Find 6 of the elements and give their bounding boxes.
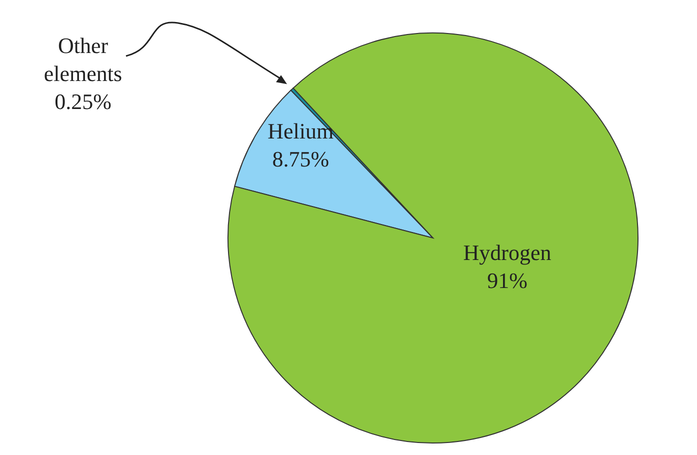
slice-label: Helium <box>268 118 334 144</box>
data-label: 0.25% <box>54 89 112 114</box>
data-label: 91% <box>487 268 528 294</box>
data-label: 8.75% <box>272 146 330 172</box>
slice-label: Other elements <box>44 33 122 86</box>
slice-label: Hydrogen <box>463 240 552 266</box>
